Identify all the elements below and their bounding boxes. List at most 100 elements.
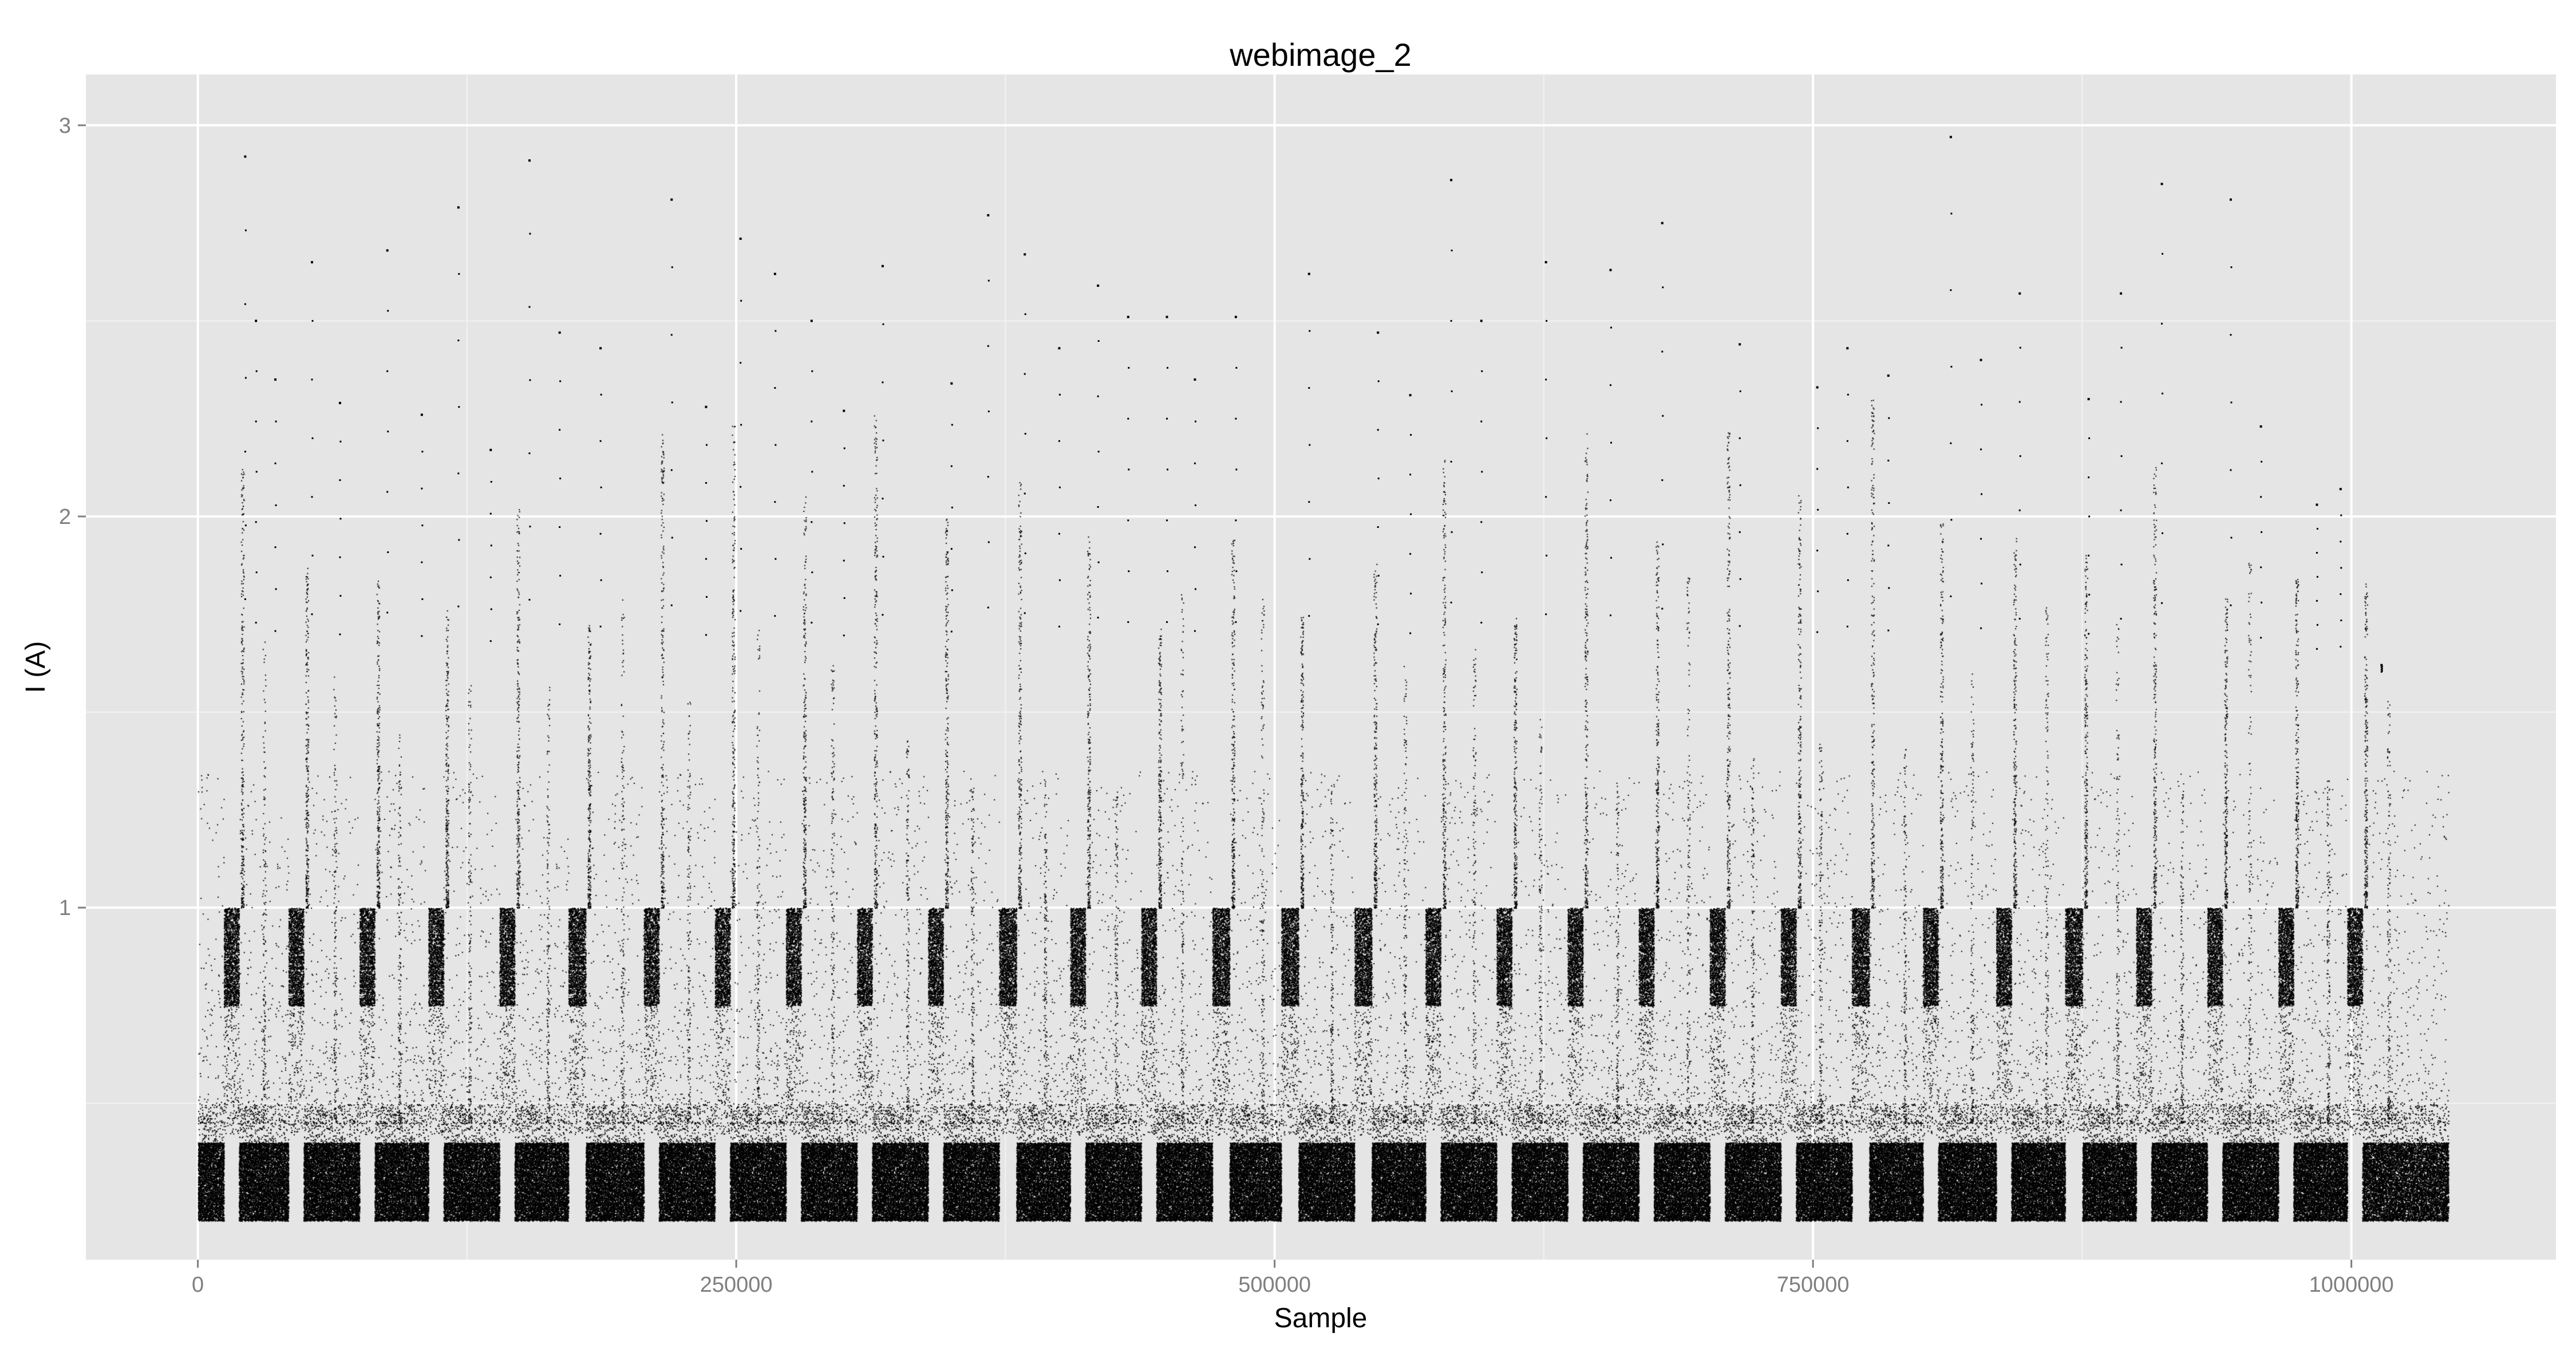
spike-point bbox=[2088, 437, 2091, 439]
spike-point bbox=[740, 424, 742, 426]
spike-point bbox=[2120, 455, 2123, 457]
spike-point bbox=[1888, 587, 1890, 589]
spike-point bbox=[1409, 394, 1412, 397]
spike-point bbox=[1128, 570, 1130, 573]
data-points bbox=[86, 74, 2556, 1260]
spike-point bbox=[1739, 484, 1741, 486]
spike-point bbox=[1097, 340, 1100, 342]
spike-point bbox=[528, 306, 531, 308]
spike-point bbox=[1128, 366, 1130, 369]
spike-point bbox=[1816, 550, 1819, 552]
spike-point bbox=[339, 556, 341, 558]
spike-point bbox=[1661, 222, 1664, 224]
spike-point bbox=[255, 370, 258, 372]
spike-point bbox=[810, 320, 813, 322]
spike-point bbox=[2316, 551, 2318, 554]
spike-point bbox=[2340, 567, 2342, 569]
spike-point bbox=[775, 444, 777, 446]
spike-point bbox=[881, 265, 884, 267]
spike-point bbox=[1410, 513, 1412, 515]
spike-point bbox=[274, 630, 276, 632]
spike-point bbox=[489, 512, 492, 515]
spike-point bbox=[1817, 590, 1819, 593]
spike-point bbox=[1024, 492, 1026, 495]
spike-point bbox=[1480, 420, 1483, 423]
spike-point bbox=[1409, 474, 1412, 476]
spike-point bbox=[1058, 625, 1060, 628]
spike-point bbox=[1309, 558, 1311, 560]
y-tick-label: 1 bbox=[59, 896, 71, 920]
spike-point bbox=[2161, 462, 2163, 464]
spike-point bbox=[1377, 574, 1380, 577]
spike-point bbox=[600, 579, 602, 581]
spike-point bbox=[950, 548, 953, 550]
spike-point bbox=[457, 340, 460, 342]
spike-point bbox=[275, 588, 277, 590]
spike-point bbox=[311, 437, 314, 439]
spike-point bbox=[1377, 623, 1379, 625]
spike-point bbox=[528, 159, 531, 162]
spike-point bbox=[1058, 533, 1060, 535]
spike-point bbox=[1097, 451, 1100, 453]
spike-point bbox=[559, 478, 562, 480]
spike-point bbox=[1127, 417, 1129, 420]
spike-point bbox=[1194, 462, 1196, 464]
spike-point bbox=[1127, 621, 1129, 623]
spike-markers bbox=[244, 136, 2383, 673]
spike-point bbox=[559, 526, 561, 528]
spike-point bbox=[1024, 373, 1026, 375]
spike-point bbox=[2088, 554, 2090, 557]
spike-point bbox=[987, 541, 990, 543]
spike-point bbox=[1308, 501, 1310, 503]
spike-point bbox=[951, 424, 953, 426]
spike-point bbox=[528, 598, 531, 601]
spike-point bbox=[1981, 493, 1983, 495]
spike-point bbox=[528, 452, 531, 455]
spike-point bbox=[244, 377, 247, 379]
spike-point bbox=[843, 484, 845, 487]
spike-point bbox=[1846, 440, 1848, 442]
spike-point bbox=[843, 409, 846, 412]
spike-point bbox=[255, 521, 257, 523]
spike-point bbox=[775, 558, 777, 560]
spike-point bbox=[2230, 334, 2232, 336]
spike-point bbox=[255, 621, 257, 624]
spike-point bbox=[2380, 668, 2383, 670]
spike-point bbox=[2261, 601, 2263, 604]
spike-point bbox=[599, 440, 602, 442]
spike-point bbox=[386, 370, 389, 372]
spike-point bbox=[1194, 420, 1196, 423]
spike-point bbox=[987, 345, 989, 347]
spike-point bbox=[740, 610, 742, 612]
x-tick-label: 0 bbox=[192, 1273, 204, 1297]
spike-point bbox=[1235, 366, 1238, 369]
spike-point bbox=[1662, 415, 1664, 417]
spike-point bbox=[671, 537, 673, 539]
spike-point bbox=[1167, 366, 1169, 369]
spike-point bbox=[1481, 370, 1483, 372]
spike-point bbox=[1610, 326, 1612, 329]
spike-point bbox=[1377, 526, 1379, 528]
spike-point bbox=[1409, 632, 1412, 634]
spike-point bbox=[2018, 509, 2021, 511]
spike-point bbox=[1816, 631, 1819, 633]
spike-point bbox=[2230, 469, 2232, 471]
x-tick-label: 500000 bbox=[1238, 1273, 1311, 1297]
spike-point bbox=[1546, 554, 1548, 557]
spike-point bbox=[1846, 533, 1848, 535]
spike-point bbox=[1609, 499, 1611, 502]
spike-point bbox=[1234, 315, 1237, 318]
spike-point bbox=[1846, 347, 1849, 350]
spike-point bbox=[740, 548, 742, 550]
spike-point bbox=[2230, 266, 2233, 269]
spike-point bbox=[774, 615, 776, 617]
spike-point bbox=[1377, 429, 1379, 431]
spike-point bbox=[882, 323, 884, 325]
spike-point bbox=[1888, 502, 1890, 504]
spike-point bbox=[1235, 621, 1237, 623]
spike-point bbox=[1609, 614, 1611, 617]
spike-point bbox=[882, 555, 884, 558]
spike-point bbox=[1235, 570, 1238, 573]
spike-point bbox=[2160, 183, 2163, 186]
spike-point bbox=[882, 614, 884, 616]
